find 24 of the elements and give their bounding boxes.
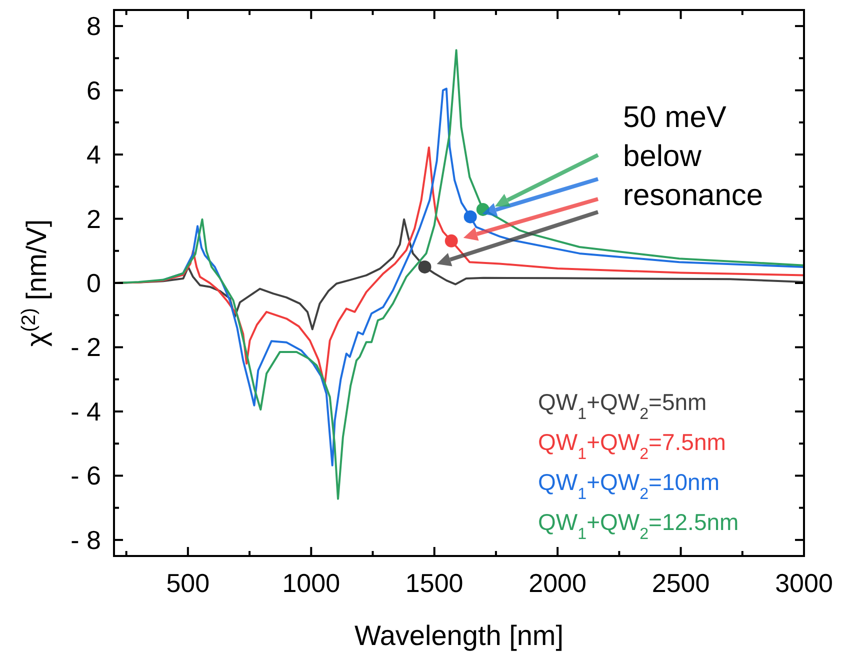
y-tick-label: 0 xyxy=(86,268,101,298)
y-tick-label: - 6 xyxy=(70,460,101,491)
point xyxy=(418,260,432,274)
point xyxy=(444,234,458,248)
text: QW$_{1}$+QW$_{2}$=10nm xyxy=(538,469,720,503)
point xyxy=(464,210,477,224)
x-tick-label: 1500 xyxy=(405,568,464,598)
x-tick-label: 2000 xyxy=(528,568,586,598)
x-tick-label: 2500 xyxy=(652,568,710,598)
y-tick-label: 2 xyxy=(86,204,101,234)
y-tick-label: 8 xyxy=(86,11,101,42)
y-tick-label: - 4 xyxy=(70,396,101,426)
x-tick-label: 1000 xyxy=(282,568,340,598)
y-tick-label: - 8 xyxy=(70,524,101,555)
x-tick-label: 3000 xyxy=(775,568,833,598)
y-tick-label: - 2 xyxy=(70,332,101,362)
text: QW$_{1}$+QW$_{2}$=5nm xyxy=(538,389,707,423)
text: QW$_{1}$+QW$_{2}$=12.5nm xyxy=(538,509,739,543)
y-tick-label: 6 xyxy=(86,75,101,106)
annotation: 50 meV below resonance xyxy=(623,101,764,212)
text: QW$_{1}$+QW$_{2}$=7.5nm xyxy=(538,429,726,463)
x-tick-label: 500 xyxy=(166,568,210,598)
y-tick-label: 4 xyxy=(86,140,101,170)
x-axis-title: Wavelength [nm] xyxy=(354,620,564,651)
